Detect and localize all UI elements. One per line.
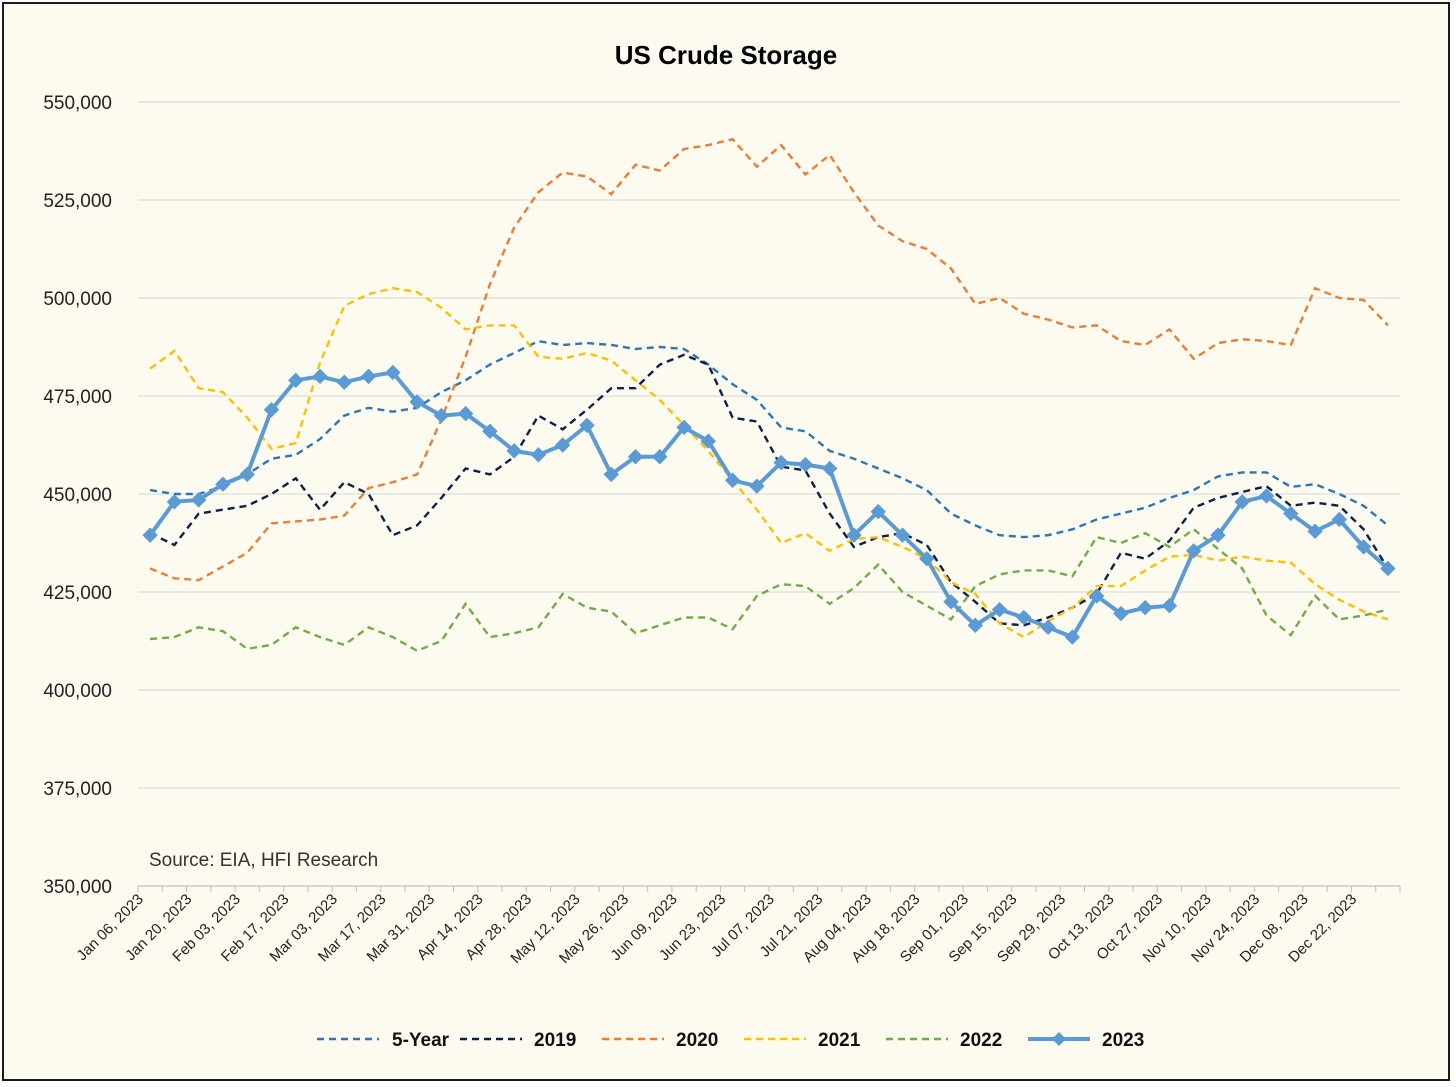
legend-label: 2022 [960,1030,1002,1051]
data-point-marker [1040,619,1056,635]
legend-item-5-year: 5-Year [317,1030,450,1051]
data-point-marker [1258,488,1275,504]
legend-label: 2019 [534,1030,576,1051]
data-point-marker [1186,543,1202,559]
data-point-marker [457,405,474,422]
data-point-marker [773,454,789,471]
data-point-marker [360,368,377,385]
data-point-marker [1113,605,1129,622]
data-point-marker [919,550,935,567]
data-point-marker [1210,527,1226,543]
y-tick-label: 475,000 [43,387,112,408]
data-point-marker [700,433,717,449]
data-point-marker [603,466,619,483]
series-2023-line [148,370,1390,640]
data-point-marker [409,394,425,410]
y-tick-label: 550,000 [43,93,112,114]
data-point-marker [530,447,547,463]
series-2020 [149,137,1389,582]
data-point-marker [142,527,158,543]
data-point-marker [1331,511,1348,528]
data-point-marker [385,364,401,381]
data-point-marker [894,527,911,543]
data-point-marker [239,466,255,483]
data-point-marker [1088,588,1105,604]
data-point-marker [1283,505,1299,522]
series-2019 [149,353,1389,627]
data-point-marker [652,449,668,465]
series-5-year-line [149,339,1389,539]
data-point-marker [263,402,280,418]
legend-item-2019: 2019 [460,1030,576,1051]
data-point-marker [506,443,522,459]
data-point-marker [215,476,231,492]
legend-label: 2020 [676,1030,718,1051]
y-tick-label: 525,000 [43,191,112,212]
legend-item-2023: 2023 [1028,1030,1144,1051]
data-point-marker [312,368,328,385]
legend-label: 2021 [818,1030,861,1051]
data-point-marker [676,419,692,436]
data-point-marker [433,407,450,424]
data-point-marker [288,372,304,389]
data-point-marker [797,456,814,473]
legend-item-2021: 2021 [744,1030,861,1051]
legend-item-2022: 2022 [886,1030,1002,1051]
series-2021 [149,286,1389,639]
series-2023 [142,364,1396,645]
data-point-marker [1234,494,1250,510]
data-point-marker [821,460,838,477]
data-point-marker [1161,598,1178,614]
data-point-marker [579,417,595,434]
data-point-marker [336,374,352,390]
data-point-marker [1380,560,1396,577]
gridlines [138,101,1400,789]
data-point-marker [166,494,183,510]
series-layer [142,137,1396,653]
legend-label: 5-Year [392,1030,450,1051]
data-point-marker [627,449,644,465]
y-tick-label: 500,000 [43,289,112,310]
legend: 5-Year 2019 2020 2021 2022 2023 [317,1030,1144,1051]
data-point-marker [749,478,765,494]
y-tick-label: 450,000 [43,485,112,506]
data-point-marker [724,472,741,488]
source-note: Source: EIA, HFI Research [149,850,378,871]
series-5-year [149,339,1389,539]
data-point-marker [190,492,207,508]
data-point-marker [1016,609,1032,626]
data-point-marker [846,527,862,543]
data-point-marker [967,617,983,634]
y-tick-label: 350,000 [43,877,112,898]
y-tick-label: 375,000 [43,779,112,800]
legend-label: 2023 [1102,1030,1144,1051]
y-tick-label: 400,000 [43,681,112,702]
data-point-marker [555,437,571,453]
data-point-marker [482,423,498,439]
y-tick-label: 425,000 [43,583,112,604]
line-chart: US Crude Storage 350,000 375,000 400,000 42… [43,40,1401,1051]
data-point-marker [1064,629,1081,645]
data-point-marker [870,503,886,520]
data-point-marker [1137,599,1153,616]
y-axis-ticks: 350,000 375,000 400,000 425,000 450,000 475,0… [43,93,112,898]
data-point-marker [1355,539,1372,555]
series-2021-line [149,286,1389,639]
data-point-marker [991,601,1008,618]
series-2020-line [149,137,1389,582]
legend-item-2020: 2020 [602,1030,718,1051]
series-2019-line [149,353,1389,627]
data-point-marker [1307,523,1323,539]
data-point-marker [943,594,959,610]
legend-marker [1052,1032,1066,1046]
chart-title: US Crude Storage [615,40,838,70]
